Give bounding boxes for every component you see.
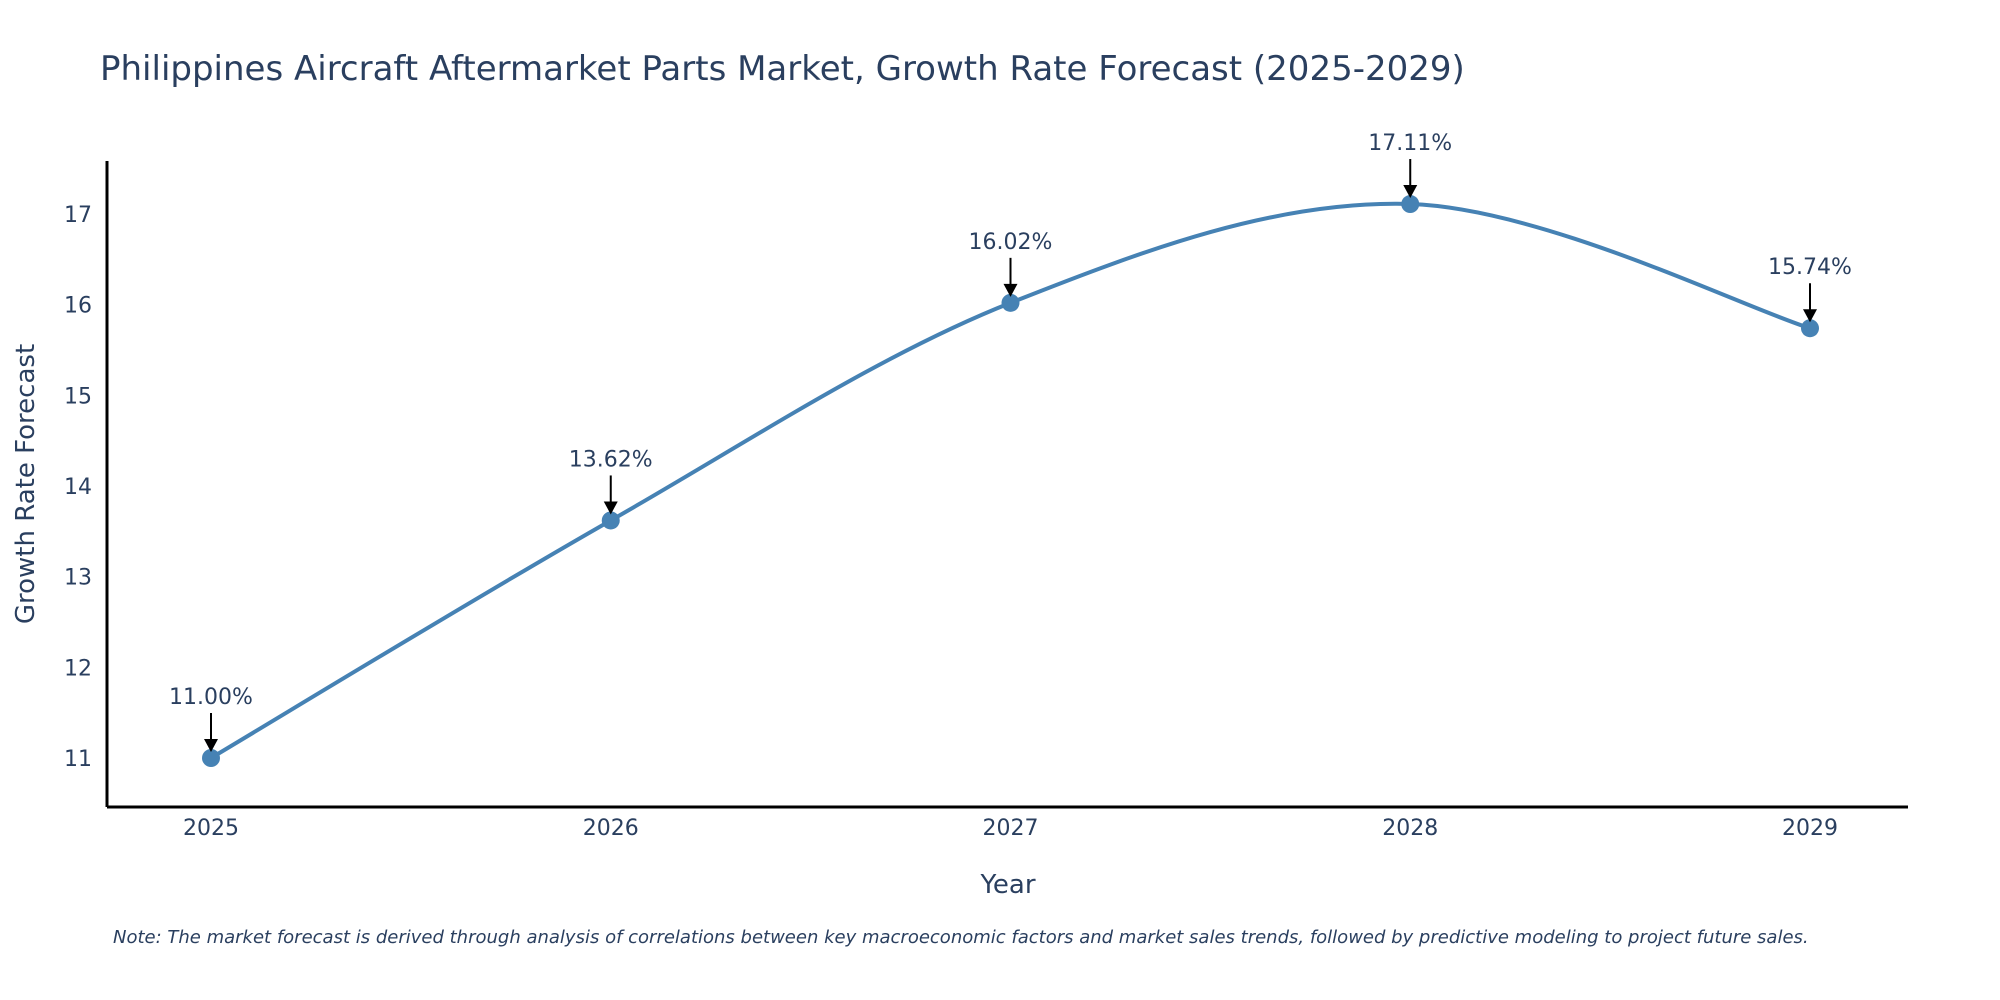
- x-axis-ticks: 2025 2026 2027 2028 2029: [183, 816, 1838, 841]
- y-tick-label: 11: [64, 747, 92, 772]
- y-tick-label: 15: [64, 384, 92, 409]
- chart-title: Philippines Aircraft Aftermarket Parts M…: [100, 49, 1465, 89]
- data-annotations: 11.00% 13.62% 16.02% 17.11% 15.74%: [169, 131, 1852, 752]
- y-tick-label: 14: [64, 475, 92, 500]
- x-tick-label: 2025: [183, 816, 239, 841]
- annotation-arrow-head: [603, 501, 618, 515]
- data-point-marker: [202, 749, 220, 767]
- annotation-arrow-head: [1403, 185, 1418, 199]
- annotation-arrow-head: [1003, 283, 1018, 297]
- data-label: 17.11%: [1368, 131, 1452, 156]
- y-tick-label: 17: [64, 203, 92, 228]
- x-tick-label: 2028: [1382, 816, 1438, 841]
- annotation-arrow-head: [204, 739, 218, 752]
- x-axis-title: Year: [979, 870, 1035, 900]
- footnote: Note: The market forecast is derived thr…: [113, 927, 1809, 948]
- data-label: 16.02%: [969, 230, 1053, 255]
- y-tick-label: 13: [64, 566, 92, 591]
- y-axis-ticks: 11 12 13 14 15 16 17: [64, 203, 92, 772]
- y-axis-title: Growth Rate Forecast: [11, 344, 41, 624]
- y-tick-label: 16: [64, 294, 92, 319]
- data-label: 13.62%: [569, 447, 653, 472]
- data-label: 11.00%: [169, 685, 253, 710]
- data-point-marker: [1801, 319, 1819, 338]
- data-label: 15.74%: [1768, 255, 1852, 280]
- x-tick-label: 2026: [583, 816, 639, 841]
- y-tick-label: 12: [64, 656, 92, 681]
- data-point-marker: [601, 511, 620, 530]
- data-point-marker: [1001, 293, 1020, 312]
- annotation-arrow-head: [1803, 309, 1817, 323]
- x-tick-label: 2027: [983, 816, 1039, 841]
- x-tick-label: 2029: [1782, 816, 1838, 841]
- series-markers: [202, 195, 1819, 767]
- data-point-marker: [1401, 195, 1420, 214]
